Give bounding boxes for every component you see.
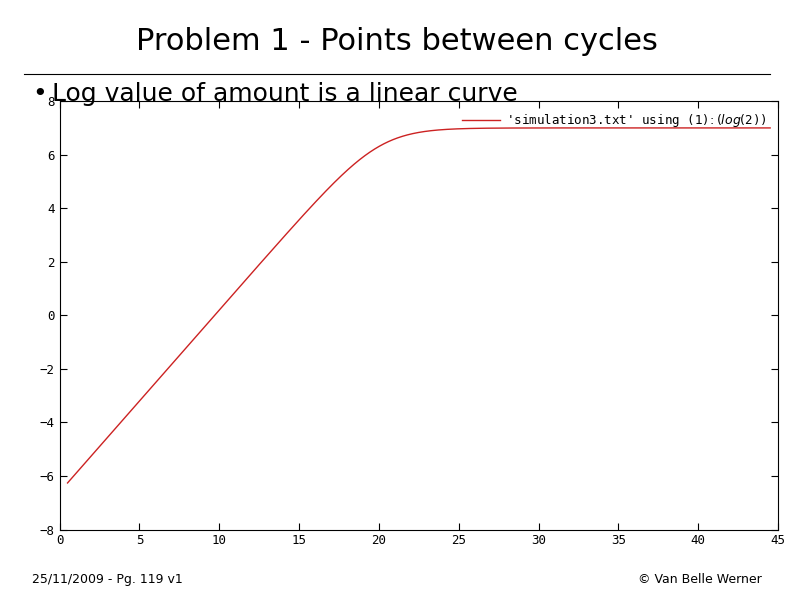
Text: © Van Belle Werner: © Van Belle Werner xyxy=(638,573,762,586)
Text: 25/11/2009 - Pg. 119 v1: 25/11/2009 - Pg. 119 v1 xyxy=(32,573,183,586)
'simulation3.txt' using ($1):(log($2)) xyxy=(98,439,108,446)
'simulation3.txt' using ($1):(log($2)) xyxy=(63,480,72,487)
'simulation3.txt' using ($1):(log($2)) xyxy=(404,131,414,138)
Legend: 'simulation3.txt' using ($1):(log($2)): 'simulation3.txt' using ($1):(log($2)) xyxy=(457,108,772,134)
Text: Problem 1 - Points between cycles: Problem 1 - Points between cycles xyxy=(136,27,658,56)
Line: 'simulation3.txt' using ($1):(log($2)): 'simulation3.txt' using ($1):(log($2)) xyxy=(67,128,770,483)
'simulation3.txt' using ($1):(log($2)) xyxy=(745,124,754,131)
'simulation3.txt' using ($1):(log($2)) xyxy=(616,124,626,131)
Text: Log value of amount is a linear curve: Log value of amount is a linear curve xyxy=(52,82,518,106)
'simulation3.txt' using ($1):(log($2)) xyxy=(765,124,775,131)
Text: •: • xyxy=(32,82,47,106)
'simulation3.txt' using ($1):(log($2)) xyxy=(745,124,754,131)
'simulation3.txt' using ($1):(log($2)) xyxy=(386,137,395,144)
